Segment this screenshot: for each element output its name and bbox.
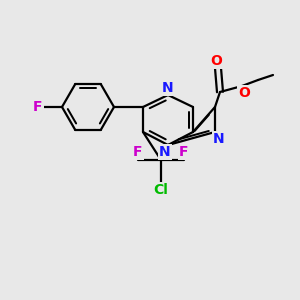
- Text: N: N: [213, 132, 225, 146]
- Text: Cl: Cl: [154, 183, 168, 197]
- Text: F: F: [179, 145, 189, 159]
- Text: N: N: [162, 81, 174, 95]
- Text: O: O: [210, 54, 222, 68]
- Text: N: N: [159, 145, 171, 159]
- Text: F: F: [33, 100, 43, 114]
- Text: F: F: [133, 145, 143, 159]
- Text: O: O: [238, 86, 250, 100]
